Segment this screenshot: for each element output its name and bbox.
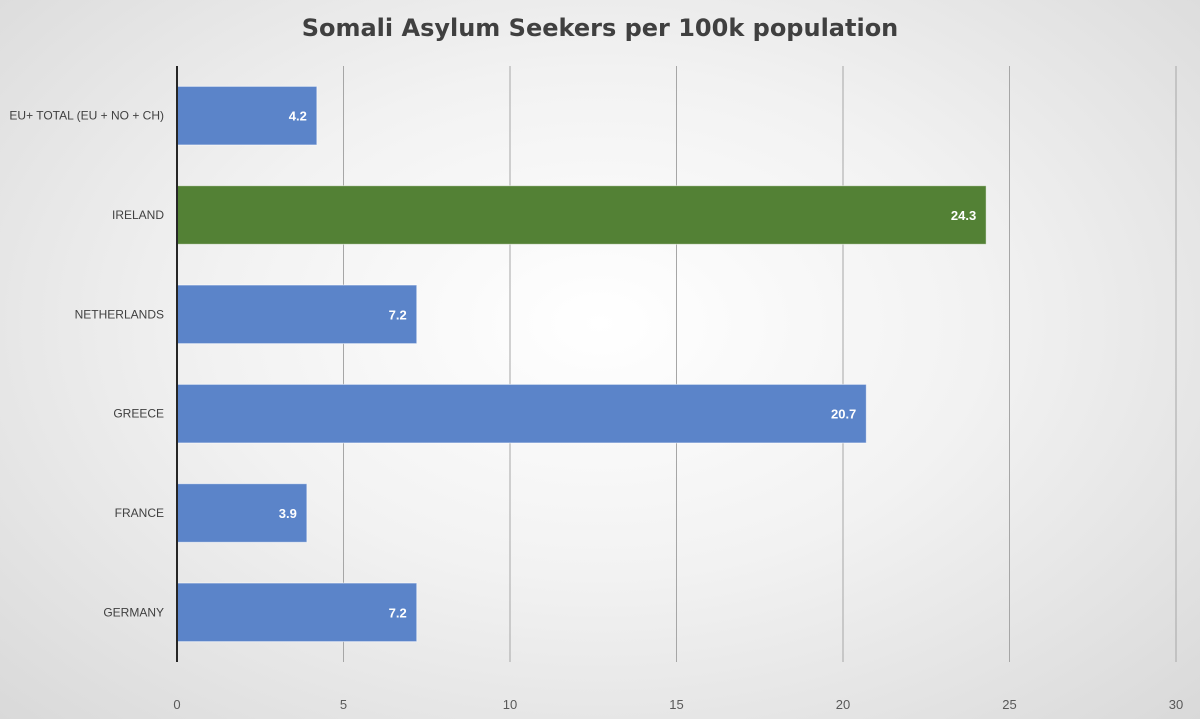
x-tick-label: 5	[340, 697, 347, 712]
x-tick-label: 10	[503, 697, 517, 712]
bar-data-label: 3.9	[279, 506, 297, 521]
bar-data-label: 7.2	[389, 307, 407, 322]
x-tick-label: 25	[1002, 697, 1016, 712]
bar-data-label: 24.3	[951, 208, 976, 223]
category-label: GREECE	[113, 407, 164, 421]
bar-ireland	[176, 185, 987, 245]
bar-eu-total-eu-no-ch	[176, 85, 318, 146]
bar-france	[176, 483, 308, 543]
bars	[176, 85, 987, 643]
bar-germany	[176, 582, 418, 643]
category-label: FRANCE	[115, 506, 164, 520]
x-tick-label: 30	[1169, 697, 1183, 712]
labels: 0 5 10 15 20 25 30 4.2 EU+ TOTAL (EU + NO + CH) 2…	[9, 109, 1183, 712]
bar-data-label: 4.2	[289, 109, 307, 124]
category-label: NETHERLANDS	[75, 307, 164, 321]
x-tick-label: 15	[669, 697, 683, 712]
bar-data-label: 7.2	[389, 605, 407, 620]
x-tick-label: 20	[836, 697, 850, 712]
chart-title: Somali Asylum Seekers per 100k populatio…	[301, 14, 899, 42]
bar-data-label: 20.7	[831, 407, 856, 422]
bar-greece	[176, 383, 867, 444]
gridlines	[343, 66, 1177, 662]
category-label: IRELAND	[112, 208, 164, 222]
category-label: GERMANY	[103, 605, 164, 619]
x-tick-label: 0	[173, 697, 180, 712]
bar-netherlands	[176, 284, 418, 345]
category-label: EU+ TOTAL (EU + NO + CH)	[9, 109, 164, 123]
